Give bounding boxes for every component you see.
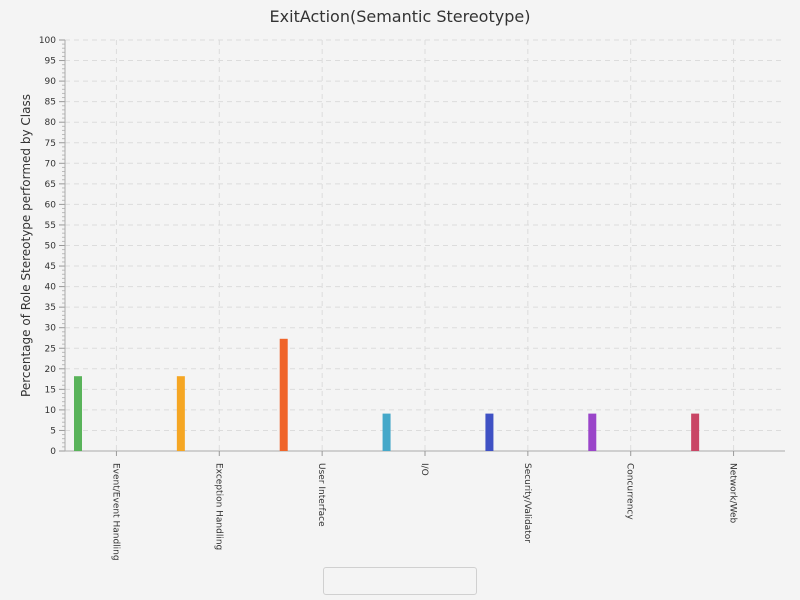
y-tick-label: 35 bbox=[45, 303, 56, 313]
y-tick-label: 20 bbox=[45, 365, 57, 375]
bar bbox=[691, 413, 700, 451]
y-tick-label: 55 bbox=[45, 221, 56, 231]
y-tick-label: 40 bbox=[45, 283, 57, 293]
y-tick-label: 45 bbox=[45, 262, 56, 272]
chart-title: ExitAction(Semantic Stereotype) bbox=[269, 7, 531, 26]
x-tick-label: Network/Web bbox=[728, 463, 738, 524]
y-axis-label: Percentage of Role Stereotype performed … bbox=[19, 94, 33, 397]
y-tick-label: 85 bbox=[45, 98, 56, 108]
y-tick-label: 50 bbox=[45, 242, 57, 252]
legend bbox=[323, 567, 477, 595]
y-tick-label: 90 bbox=[45, 77, 57, 87]
y-tick-label: 5 bbox=[50, 426, 56, 436]
bar bbox=[485, 413, 494, 451]
x-tick-label: Security/Validator bbox=[522, 463, 532, 543]
y-tick-label: 30 bbox=[45, 324, 57, 334]
y-tick-label: 60 bbox=[45, 200, 57, 210]
bar bbox=[279, 338, 288, 451]
x-tick-label: User Interface bbox=[316, 463, 326, 527]
y-tick-label: 100 bbox=[39, 36, 56, 46]
x-tick-label: Exception Handling bbox=[213, 463, 223, 550]
y-tick-label: 70 bbox=[45, 159, 57, 169]
x-tick-label: Concurrency bbox=[625, 463, 635, 520]
y-tick-label: 25 bbox=[45, 344, 56, 354]
x-tick-label: I/O bbox=[419, 463, 429, 476]
y-tick-label: 80 bbox=[45, 118, 57, 128]
bar bbox=[382, 413, 391, 451]
y-tick-label: 75 bbox=[45, 139, 56, 149]
x-tick-label: Event/Event Handling bbox=[110, 463, 120, 561]
bar bbox=[176, 376, 185, 451]
bar bbox=[74, 376, 82, 451]
bar bbox=[588, 413, 597, 451]
y-tick-label: 65 bbox=[45, 180, 56, 190]
y-tick-label: 10 bbox=[45, 406, 57, 416]
y-tick-label: 15 bbox=[45, 385, 56, 395]
y-tick-label: 0 bbox=[50, 447, 56, 457]
y-tick-label: 95 bbox=[45, 57, 56, 67]
